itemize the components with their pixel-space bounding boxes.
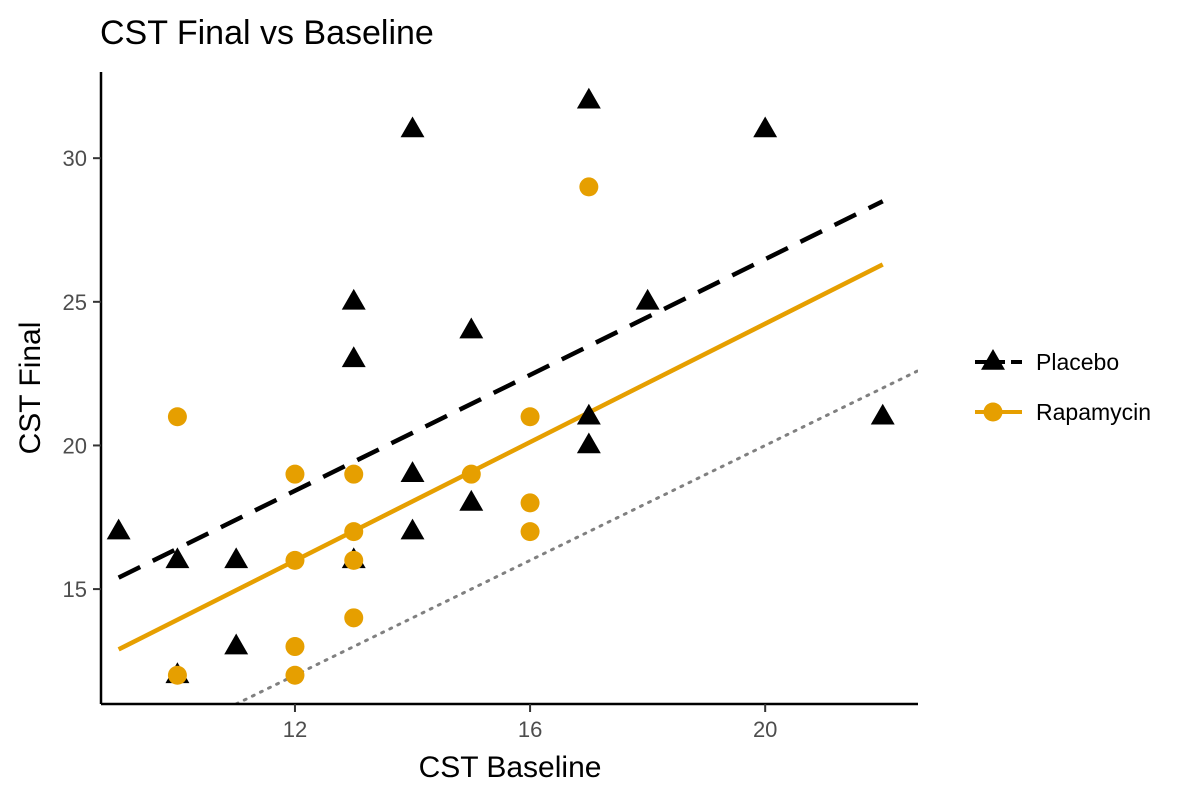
legend-label-rapamycin: Rapamycin bbox=[1036, 399, 1151, 425]
placebo-point bbox=[224, 547, 249, 569]
placebo-point bbox=[459, 317, 484, 339]
data-point-layer bbox=[106, 87, 895, 685]
legend: Placebo Rapamycin bbox=[975, 349, 1151, 425]
y-tick-label: 25 bbox=[63, 290, 87, 315]
chart-title: CST Final vs Baseline bbox=[100, 14, 434, 52]
placebo-point bbox=[400, 461, 425, 482]
rapamycin-point bbox=[344, 550, 364, 570]
placebo-point bbox=[341, 346, 366, 368]
placebo-point bbox=[576, 403, 601, 425]
rapamycin-point bbox=[167, 665, 187, 685]
rapamycin-point bbox=[285, 464, 305, 484]
fit-line-rapamycin bbox=[117, 262, 884, 652]
rapamycin-point bbox=[285, 637, 305, 657]
rapamycin-point bbox=[344, 522, 364, 542]
x-tick-label: 16 bbox=[518, 717, 542, 742]
legend-marker-rapamycin bbox=[983, 402, 1003, 422]
placebo-point bbox=[870, 403, 895, 425]
rapamycin-point bbox=[520, 493, 540, 513]
rapamycin-point bbox=[520, 407, 540, 427]
reference-line-layer bbox=[234, 369, 918, 704]
reference-line bbox=[234, 369, 918, 704]
placebo-point bbox=[576, 87, 601, 109]
placebo-point bbox=[224, 633, 249, 655]
placebo-point bbox=[165, 547, 190, 569]
placebo-point bbox=[459, 489, 484, 511]
y-tick-label: 30 bbox=[63, 146, 87, 171]
placebo-point bbox=[753, 116, 778, 138]
fit-line-layer bbox=[117, 199, 884, 652]
legend-marker-placebo bbox=[981, 349, 1005, 370]
rapamycin-point bbox=[167, 407, 187, 427]
rapamycin-point bbox=[344, 464, 364, 484]
y-tick-label: 15 bbox=[63, 577, 87, 602]
rapamycin-point bbox=[520, 522, 540, 542]
placebo-point bbox=[576, 432, 601, 454]
legend-label-placebo: Placebo bbox=[1036, 349, 1119, 375]
y-tick-label: 20 bbox=[63, 433, 87, 458]
placebo-point bbox=[341, 288, 366, 310]
rapamycin-point bbox=[579, 177, 599, 197]
rapamycin-point bbox=[344, 608, 364, 628]
fit-line-placebo bbox=[117, 199, 884, 580]
x-tick-label: 12 bbox=[283, 717, 307, 742]
placebo-point bbox=[635, 288, 660, 310]
rapamycin-point bbox=[285, 550, 305, 570]
placebo-point bbox=[400, 518, 425, 540]
placebo-point bbox=[400, 116, 425, 138]
x-axis-title: CST Baseline bbox=[419, 751, 602, 784]
rapamycin-point bbox=[461, 464, 481, 484]
y-axis-title: CST Final bbox=[14, 322, 47, 455]
placebo-point bbox=[106, 518, 131, 540]
axis-ticks: 12 16 20 15 20 25 30 bbox=[63, 146, 778, 742]
rapamycin-point bbox=[285, 665, 305, 685]
x-tick-label: 20 bbox=[753, 717, 777, 742]
